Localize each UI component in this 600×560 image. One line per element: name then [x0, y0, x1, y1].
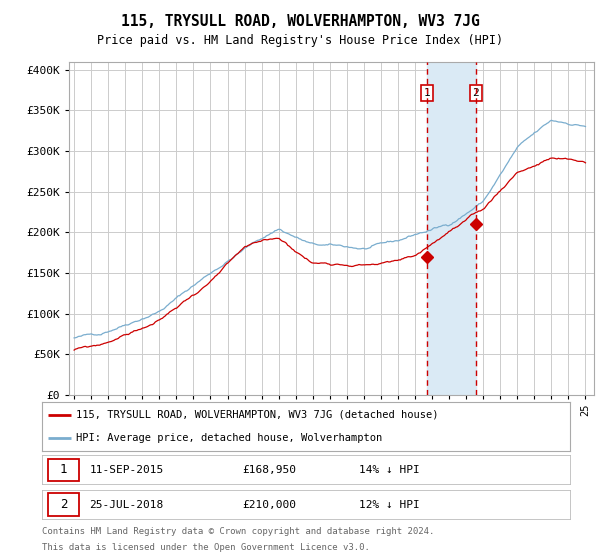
Text: 25-JUL-2018: 25-JUL-2018	[89, 500, 164, 510]
Text: 1: 1	[424, 88, 430, 98]
Text: £168,950: £168,950	[242, 465, 296, 475]
Text: 2: 2	[60, 498, 67, 511]
Text: This data is licensed under the Open Government Licence v3.0.: This data is licensed under the Open Gov…	[42, 543, 370, 552]
Text: £210,000: £210,000	[242, 500, 296, 510]
Text: 2: 2	[472, 88, 479, 98]
FancyBboxPatch shape	[49, 493, 79, 516]
Text: HPI: Average price, detached house, Wolverhampton: HPI: Average price, detached house, Wolv…	[76, 433, 383, 444]
FancyBboxPatch shape	[49, 459, 79, 481]
Text: 115, TRYSULL ROAD, WOLVERHAMPTON, WV3 7JG (detached house): 115, TRYSULL ROAD, WOLVERHAMPTON, WV3 7J…	[76, 410, 439, 420]
Text: 115, TRYSULL ROAD, WOLVERHAMPTON, WV3 7JG: 115, TRYSULL ROAD, WOLVERHAMPTON, WV3 7J…	[121, 14, 479, 29]
Text: 11-SEP-2015: 11-SEP-2015	[89, 465, 164, 475]
Text: 12% ↓ HPI: 12% ↓ HPI	[359, 500, 419, 510]
Bar	[427, 62, 476, 395]
Text: Contains HM Land Registry data © Crown copyright and database right 2024.: Contains HM Land Registry data © Crown c…	[42, 527, 434, 536]
Text: Price paid vs. HM Land Registry's House Price Index (HPI): Price paid vs. HM Land Registry's House …	[97, 34, 503, 46]
Text: 14% ↓ HPI: 14% ↓ HPI	[359, 465, 419, 475]
Text: 1: 1	[60, 463, 67, 477]
